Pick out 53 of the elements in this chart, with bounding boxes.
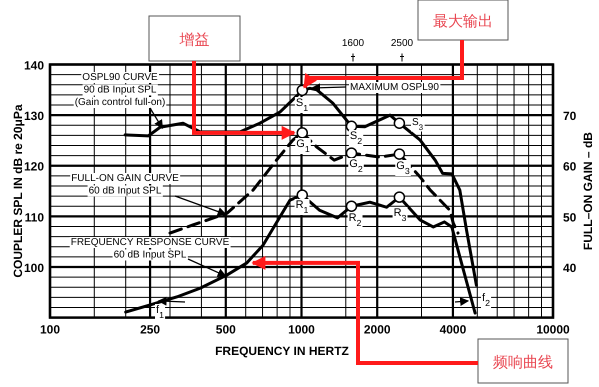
y-tick-label: 120: [24, 160, 44, 174]
annotation: G$_{2}$: [348, 158, 364, 174]
annotation: f$_{1}$: [156, 304, 164, 320]
y2-tick-label: 70: [563, 109, 577, 124]
x-tick-label: 500: [216, 322, 236, 337]
annotation: FREQUENCY RESPONSE CURVE 60 dB Input SPL: [70, 237, 230, 260]
annotation: S$_{3}$: [411, 117, 425, 132]
y-tick-label: 130: [24, 109, 44, 124]
annotation: R$_{3}$: [392, 207, 408, 223]
x-tick-label: 1000: [288, 322, 316, 337]
x-tick-label: 100: [40, 322, 60, 337]
point: [296, 84, 308, 96]
point: [296, 127, 308, 139]
point: [346, 147, 358, 159]
x-axis-title: FREQUENCY IN HERTZ: [215, 344, 349, 358]
x-tick-label: 250: [140, 322, 160, 337]
annotation: 1600: [342, 38, 364, 62]
y-tick-label: 110: [24, 210, 44, 224]
x-tick-label: 10000: [536, 322, 570, 337]
annotation: 2500: [390, 38, 414, 62]
annotation: R$_{1}$: [294, 199, 310, 215]
annotation: f$_{2}$: [454, 292, 492, 308]
y2-tick-label: 50: [563, 210, 577, 224]
y-tick-label: 140: [24, 58, 44, 72]
point: [394, 117, 406, 129]
y-tick-label: 100: [24, 260, 44, 275]
y2-axis-title: FULL–ON GAIN – dB: [581, 132, 595, 250]
annotation: MAXIMUM OSPL90: [350, 82, 440, 93]
annotation: G$_{3}$: [395, 160, 411, 176]
annotation: FREQUENCY RESPONSE CURVE 60 dB Input SPL: [70, 237, 231, 277]
y-axis-title: COUPLER SPL IN dB re 20μPa: [11, 104, 25, 278]
annotation: S$_{2}$: [348, 130, 364, 146]
annotation: f$_{1}$: [155, 296, 186, 320]
annotation: 最大输出: [433, 12, 493, 30]
annotation: f$_{2}$: [482, 292, 490, 308]
point: [346, 200, 358, 212]
annotation: OSPL90 CURVE 90 dB Input SPL (Gain control full-on): [74, 72, 166, 108]
annotation: S$_{1}$: [294, 97, 310, 113]
annotation: 增益: [178, 30, 210, 48]
annotation: FULL-ON GAIN CURVE 60 dB Input SPL: [70, 173, 227, 216]
annotation: OSPL90 CURVE 90 dB Input SPL (Gain control full-on): [74, 72, 166, 130]
x-tick-label: 2000: [364, 322, 391, 337]
point: [394, 148, 406, 160]
annotation: 频响曲线: [493, 353, 553, 371]
annotation: MAXIMUM OSPL90: [311, 82, 440, 93]
y2-tick-label: 60: [563, 160, 577, 174]
point: [346, 120, 358, 132]
y2-tick-label: 40: [563, 260, 577, 275]
point: [394, 191, 406, 203]
annotation: R$_{2}$: [348, 212, 363, 228]
annotation: FULL-ON GAIN CURVE 60 dB Input SPL: [71, 173, 180, 196]
x-tick-label: 4000: [440, 322, 467, 337]
annotation: G$_{1}$: [295, 138, 311, 154]
